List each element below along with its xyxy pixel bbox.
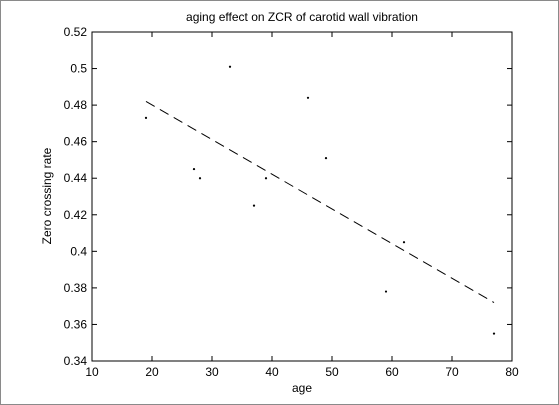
data-point xyxy=(402,241,406,244)
data-point xyxy=(252,204,256,207)
y-tick-label: 0.52 xyxy=(64,25,88,39)
x-tick-label: 20 xyxy=(145,365,159,379)
data-point xyxy=(324,157,328,160)
x-tick-label: 40 xyxy=(265,365,279,379)
y-tick-label: 0.48 xyxy=(64,98,88,112)
y-tick-label: 0.42 xyxy=(64,208,88,222)
data-point xyxy=(198,177,202,180)
y-axis-label: Zero crossing rate xyxy=(40,147,54,244)
data-point xyxy=(144,116,148,120)
x-axis: 10 20 30 40 50 60 70 80 xyxy=(85,32,519,379)
data-points xyxy=(144,65,496,335)
data-point xyxy=(384,290,388,293)
y-tick-label: 0.38 xyxy=(64,281,88,295)
chart-title: aging effect on ZCR of carotid wall vibr… xyxy=(186,10,418,24)
y-tick-label: 0.44 xyxy=(64,171,88,185)
plot-area xyxy=(91,31,513,362)
data-point xyxy=(228,65,232,68)
x-axis-label: age xyxy=(292,381,312,395)
x-tick-label: 80 xyxy=(505,365,519,379)
y-tick-label: 0.46 xyxy=(64,135,88,149)
x-tick-label: 10 xyxy=(85,365,99,379)
data-point xyxy=(306,96,310,99)
trend-line-group xyxy=(145,101,495,303)
data-point xyxy=(264,177,268,180)
trend-line xyxy=(145,101,495,303)
x-tick-label: 50 xyxy=(325,365,339,379)
x-tick-label: 70 xyxy=(445,365,459,379)
x-tick-label: 60 xyxy=(385,365,399,379)
data-point xyxy=(192,167,196,171)
y-tick-label: 0.5 xyxy=(70,62,87,76)
y-axis: 0.34 0.36 0.38 0.4 0.42 0.44 0.46 0.48 0.5 0.52 xyxy=(64,25,512,368)
x-tick-label: 30 xyxy=(205,365,219,379)
y-tick-label: 0.34 xyxy=(64,354,88,368)
data-point xyxy=(492,332,496,335)
y-tick-label: 0.4 xyxy=(70,244,87,258)
y-tick-label: 0.36 xyxy=(64,317,88,331)
